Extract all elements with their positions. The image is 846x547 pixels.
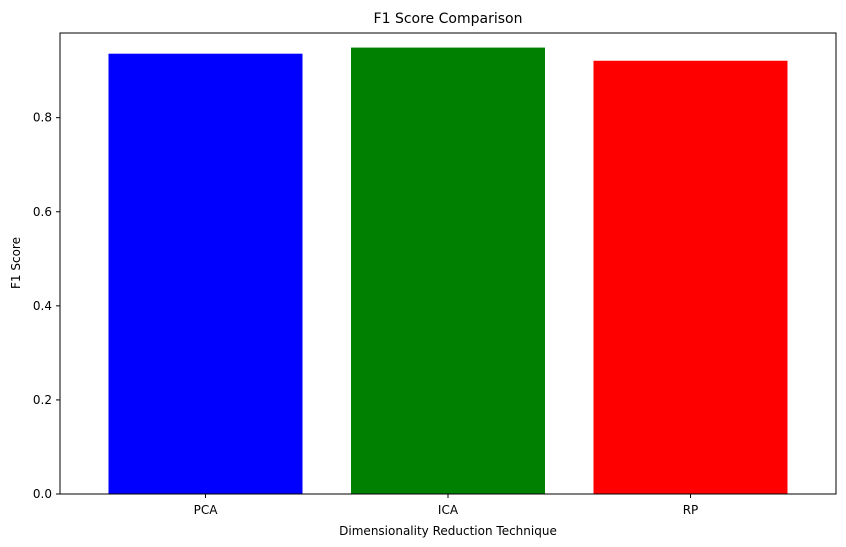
x-axis-label: Dimensionality Reduction Technique xyxy=(339,524,557,538)
x-axis-ticks: PCA ICA RP xyxy=(194,494,699,517)
plot-frame xyxy=(59,32,837,495)
y-axis-label: F1 Score xyxy=(9,237,23,289)
y-tick-label: 0.4 xyxy=(33,299,52,313)
bars-group xyxy=(108,47,788,495)
bar-ica xyxy=(351,47,545,495)
y-tick-label: 0.6 xyxy=(33,205,52,219)
bar-rp xyxy=(593,60,788,494)
y-tick-label: 0.2 xyxy=(33,393,52,407)
chart-title: F1 Score Comparison xyxy=(374,11,523,27)
y-tick-label: 0.8 xyxy=(33,111,52,125)
x-tick-label: ICA xyxy=(438,503,459,517)
y-tick-label: 0.0 xyxy=(33,487,52,501)
y-axis-ticks: 0.0 0.2 0.4 0.6 0.8 xyxy=(33,111,60,501)
x-tick-label: PCA xyxy=(194,503,219,517)
x-tick-label: RP xyxy=(683,503,699,517)
bar-pca xyxy=(108,53,303,494)
